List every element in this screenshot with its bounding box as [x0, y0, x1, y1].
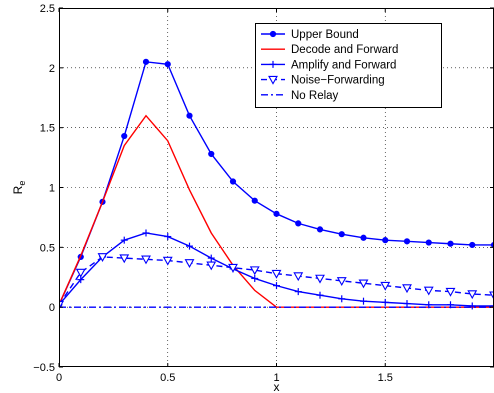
data-point	[206, 261, 217, 271]
data-point	[186, 112, 193, 119]
data-point	[425, 239, 432, 246]
data-point	[382, 237, 389, 244]
legend-entry: Decode and Forward	[261, 44, 398, 56]
data-point	[468, 302, 476, 310]
data-point	[97, 253, 108, 263]
x-tick-label: 0	[56, 372, 62, 384]
data-point	[271, 269, 282, 279]
legend-marker	[269, 60, 277, 68]
data-point	[294, 288, 302, 296]
data-point	[164, 233, 172, 241]
legend: Upper Bound Decode and Forward Amplify and…	[255, 23, 442, 108]
data-point	[490, 302, 494, 310]
data-point	[273, 210, 280, 217]
data-point	[164, 61, 171, 68]
data-point	[380, 281, 391, 291]
y-axis-label-main: R	[11, 185, 25, 194]
legend-label: Upper Bound	[291, 29, 359, 41]
data-point	[295, 220, 302, 227]
data-point	[423, 286, 434, 296]
data-point	[403, 238, 411, 245]
x-axis-label: x	[274, 380, 280, 393]
series-layer	[59, 58, 494, 310]
data-point	[251, 274, 259, 282]
data-point	[142, 229, 150, 237]
data-point	[207, 254, 215, 262]
data-point	[360, 297, 367, 305]
data-point	[249, 266, 260, 276]
x-tick-label: 1	[273, 372, 279, 384]
data-point	[75, 268, 86, 278]
data-point	[142, 58, 150, 65]
y-tick-label: 0.5	[40, 242, 55, 254]
legend-label: No Relay	[291, 90, 339, 102]
data-point	[360, 234, 367, 241]
data-point	[381, 298, 389, 306]
legend-entry: Noise−Forwarding	[261, 75, 385, 87]
data-point	[293, 272, 304, 282]
data-point	[273, 282, 280, 290]
y-axis-label-subscript: e	[17, 181, 27, 186]
legend-marker	[269, 30, 277, 38]
axis-ticks: 0 0.5 1 1.5−0.500.511.522.5	[33, 3, 494, 384]
data-point	[141, 255, 151, 265]
data-point	[425, 301, 433, 309]
legend-entry: No Relay	[261, 90, 339, 102]
y-tick-label: 2	[49, 63, 55, 75]
x-tick-label: 1.5	[378, 372, 393, 384]
legend-box	[255, 23, 442, 108]
x-tick-label: 0.5	[160, 372, 175, 384]
data-point	[251, 197, 258, 204]
data-point	[120, 236, 128, 244]
y-tick-label: 1	[49, 183, 55, 195]
series-0	[59, 58, 494, 308]
data-point	[121, 132, 128, 140]
data-point	[469, 241, 476, 249]
data-point	[119, 254, 130, 264]
data-point	[316, 226, 324, 233]
data-point	[229, 178, 237, 185]
legend-label: Amplify and Forward	[291, 59, 396, 71]
data-point	[184, 259, 195, 269]
y-tick-label: 1.5	[40, 123, 55, 135]
series-3	[59, 253, 494, 310]
data-point	[208, 150, 215, 158]
y-tick-label: 0	[49, 302, 55, 314]
data-point	[186, 242, 193, 250]
legend-label: Decode and Forward	[291, 44, 398, 56]
legend-label: Noise−Forwarding	[291, 75, 385, 87]
data-point	[358, 279, 369, 289]
data-point	[402, 284, 412, 294]
data-point	[403, 300, 411, 308]
legend-marker	[268, 75, 278, 85]
data-point	[467, 290, 478, 300]
data-point	[447, 240, 454, 247]
grid	[59, 8, 494, 367]
legend-entry: Amplify and Forward	[261, 59, 396, 71]
data-point	[228, 263, 238, 273]
data-point	[336, 277, 347, 286]
y-tick-label: −0.5	[33, 362, 55, 374]
data-point	[316, 291, 324, 299]
data-point	[338, 231, 345, 238]
data-point	[162, 256, 173, 266]
data-point	[315, 274, 325, 284]
data-point	[338, 295, 346, 303]
data-point	[445, 287, 456, 297]
y-tick-label: 2.5	[40, 3, 55, 15]
y-axis-label: Re	[11, 181, 27, 195]
legend-entry: Upper Bound	[261, 29, 359, 41]
